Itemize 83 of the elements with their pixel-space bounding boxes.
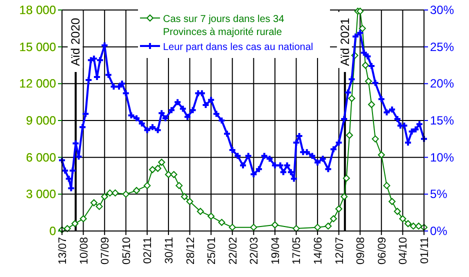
x-tick-label: 13/07: [57, 237, 69, 265]
x-tick-label: 07/09: [100, 237, 112, 265]
point: [346, 132, 353, 139]
point: [330, 215, 337, 222]
point: [154, 164, 162, 172]
point: [144, 182, 151, 190]
point: [64, 225, 71, 232]
point: [122, 190, 130, 198]
y2-tick-label: 0%: [430, 224, 448, 238]
y2-tick-label: 10%: [430, 150, 454, 164]
point: [170, 171, 178, 178]
point: [90, 199, 98, 206]
x-tick-label: 30/11: [163, 237, 176, 264]
point: [71, 220, 78, 228]
x-tick-label: 28/12: [184, 237, 197, 265]
x-tick-label: 22/02: [227, 237, 240, 265]
point: [399, 215, 406, 222]
x-tick-label: 10/08: [78, 237, 90, 265]
x-tick-label: 12/07: [334, 237, 346, 265]
point: [101, 193, 108, 200]
point: [415, 222, 422, 230]
point: [342, 174, 350, 182]
y2-tick-label: 15%: [430, 114, 454, 128]
x-tick-label: 14/06: [312, 237, 325, 265]
y-tick-label: 12 000: [19, 76, 56, 91]
x-tick-label: 09/08: [355, 237, 368, 265]
ref-line-label: Aïd 2021: [338, 18, 352, 66]
legend-label: Leur part dans les cas au national: [163, 42, 314, 53]
point: [158, 158, 166, 166]
x-tick-label: 22/03: [248, 237, 261, 265]
point: [372, 135, 379, 142]
y-tick-label: 3 000: [26, 187, 56, 202]
point: [218, 218, 226, 226]
x-tick-label: 17/05: [291, 237, 304, 265]
point: [271, 221, 278, 228]
point: [149, 166, 156, 174]
x-tick-label: 05/10: [120, 237, 133, 265]
point: [186, 198, 194, 206]
legend-label: Cas sur 7 jours dans les 34 Provinces à majorité rurale: [163, 14, 285, 38]
point: [96, 202, 103, 210]
y-tick-label: 6 000: [26, 150, 56, 164]
point: [164, 171, 172, 178]
point: [362, 62, 369, 69]
y2-tick-label: 30%: [430, 3, 454, 17]
point: [364, 78, 372, 85]
point: [106, 189, 114, 196]
y2-tick-label: 5%: [430, 187, 448, 202]
point: [388, 198, 396, 206]
point: [324, 222, 332, 230]
point: [410, 222, 417, 230]
point: [180, 193, 188, 200]
point: [383, 182, 390, 190]
point: [335, 205, 342, 212]
point: [340, 193, 348, 200]
point: [228, 224, 236, 231]
point: [176, 182, 183, 190]
point: [133, 186, 140, 194]
point: [404, 220, 412, 228]
y2-tick-label: 20%: [430, 76, 454, 91]
y-tick-label: 0: [49, 224, 56, 238]
point: [314, 224, 322, 231]
point: [356, 8, 364, 15]
point: [250, 224, 258, 231]
x-tick-label: 01/11: [419, 237, 431, 264]
y-tick-label: 15 000: [19, 40, 56, 54]
point: [358, 24, 366, 32]
point: [208, 212, 215, 220]
point: [112, 189, 119, 196]
point: [80, 215, 87, 222]
ref-line-label: Aïd 2020: [68, 18, 83, 66]
point: [394, 208, 401, 215]
x-tick-label: 02/11: [142, 237, 154, 264]
x-tick-label: 06/09: [376, 237, 388, 265]
x-tick-label: 19/04: [270, 237, 282, 265]
y-tick-label: 18 000: [19, 3, 56, 17]
y2-tick-label: 25%: [430, 40, 454, 54]
point: [378, 151, 385, 158]
point: [368, 101, 376, 108]
point: [348, 94, 356, 102]
x-tick-label: 25/01: [206, 237, 218, 265]
point: [196, 208, 204, 215]
x-tick-label: 04/10: [398, 237, 410, 265]
y-tick-label: 9 000: [26, 114, 56, 128]
